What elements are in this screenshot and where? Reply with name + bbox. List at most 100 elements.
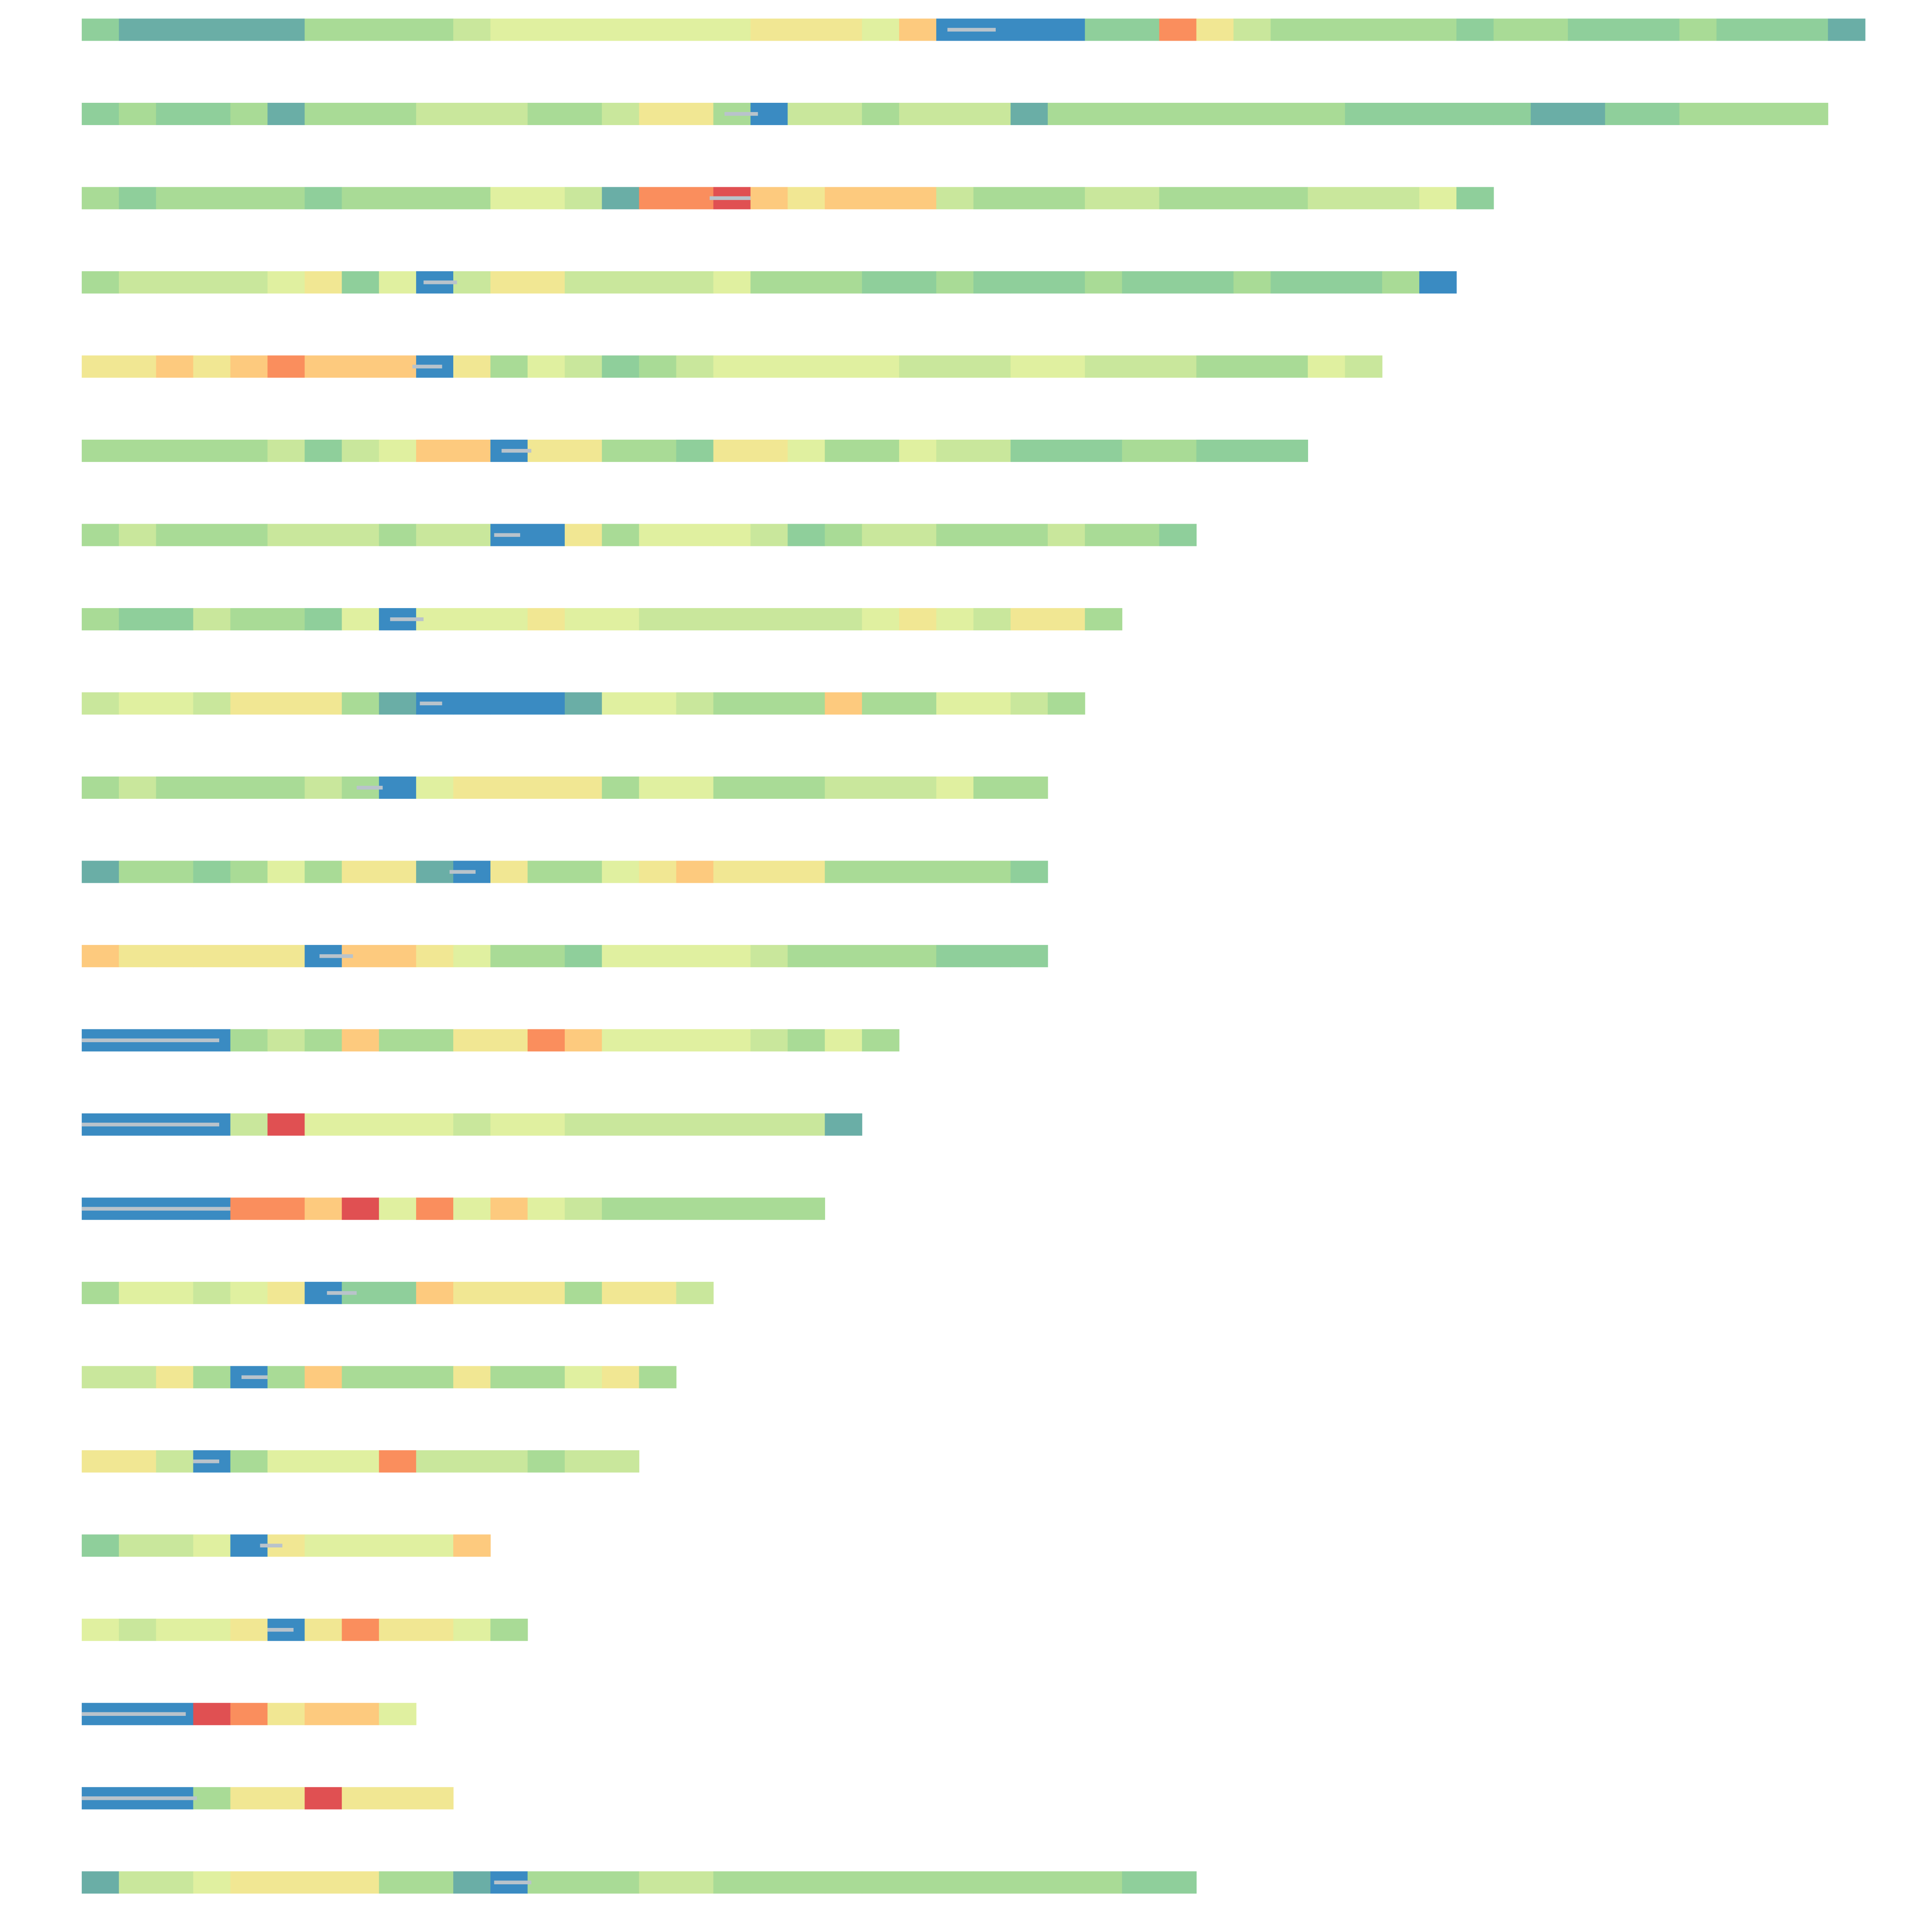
- bin: [1047, 271, 1085, 294]
- bin: [267, 1871, 305, 1894]
- bin: [936, 776, 974, 799]
- bin: [453, 439, 491, 462]
- bin: [342, 1113, 379, 1136]
- bin: [1270, 355, 1308, 378]
- bin: [1345, 102, 1382, 125]
- bin: [564, 608, 602, 630]
- bin: [490, 776, 528, 799]
- bin: [379, 1366, 416, 1389]
- bin: [453, 1029, 491, 1052]
- bin: [193, 271, 231, 294]
- bin: [1122, 439, 1160, 462]
- bin: [416, 1281, 454, 1304]
- bin: [230, 1871, 268, 1894]
- bin: [825, 1029, 862, 1052]
- bin: [490, 1618, 528, 1641]
- bin: [267, 1450, 305, 1473]
- bin: [750, 608, 788, 630]
- bin: [304, 1113, 342, 1136]
- bin: [899, 945, 937, 967]
- bin: [750, 861, 788, 883]
- bin: [453, 945, 491, 967]
- bin: [416, 1197, 454, 1220]
- bin: [230, 439, 268, 462]
- bin: [379, 1113, 416, 1136]
- bin: [119, 439, 157, 462]
- bin: [825, 692, 862, 715]
- bin: [1196, 271, 1234, 294]
- bin: [527, 861, 565, 883]
- bin: [119, 1534, 157, 1557]
- bin: [1010, 776, 1048, 799]
- bin: [490, 692, 528, 715]
- bin: [193, 439, 231, 462]
- bin: [602, 1871, 640, 1894]
- bin: [1047, 1871, 1085, 1894]
- bin: [1122, 18, 1160, 41]
- bin: [267, 1113, 305, 1136]
- bin: [788, 1113, 825, 1136]
- bin: [416, 524, 454, 546]
- bin: [379, 776, 416, 799]
- bin: [973, 608, 1011, 630]
- bin: [564, 1281, 602, 1304]
- bin: [379, 1029, 416, 1052]
- bin: [862, 861, 900, 883]
- bin: [156, 692, 194, 715]
- bin: [825, 608, 862, 630]
- bin: [639, 187, 677, 210]
- bin: [788, 692, 825, 715]
- bin: [267, 608, 305, 630]
- bin: [342, 187, 379, 210]
- bin: [379, 102, 416, 125]
- bin: [788, 271, 825, 294]
- bin: [1530, 102, 1568, 125]
- bin: [788, 524, 825, 546]
- bin: [156, 776, 194, 799]
- bin: [602, 187, 640, 210]
- bin: [342, 1029, 379, 1052]
- bin: [862, 355, 900, 378]
- bin: [639, 776, 677, 799]
- bin: [1010, 861, 1048, 883]
- bin: [713, 1113, 751, 1136]
- bin: [1308, 18, 1345, 41]
- bin: [676, 776, 714, 799]
- bin: [750, 1871, 788, 1894]
- bin: [416, 1113, 454, 1136]
- bin: [304, 524, 342, 546]
- bin: [379, 439, 416, 462]
- bin: [936, 945, 974, 967]
- bin: [862, 608, 900, 630]
- bin: [527, 692, 565, 715]
- bin: [527, 1281, 565, 1304]
- bin: [527, 1871, 565, 1894]
- bin: [750, 945, 788, 967]
- bin: [1010, 187, 1048, 210]
- bin: [267, 776, 305, 799]
- bin: [342, 524, 379, 546]
- bin: [1791, 18, 1828, 41]
- bin: [490, 945, 528, 967]
- bin: [490, 355, 528, 378]
- bin: [713, 1197, 751, 1220]
- bin: [1085, 187, 1123, 210]
- bin: [1122, 187, 1160, 210]
- bin: [267, 1281, 305, 1304]
- bin: [750, 524, 788, 546]
- bin: [453, 1113, 491, 1136]
- bin: [342, 861, 379, 883]
- bin: [453, 608, 491, 630]
- bin: [825, 1113, 862, 1136]
- bin: [193, 776, 231, 799]
- bin: [379, 1871, 416, 1894]
- bin: [342, 1366, 379, 1389]
- bin: [1493, 102, 1531, 125]
- bin: [230, 1281, 268, 1304]
- bin: [416, 102, 454, 125]
- bin: [416, 439, 454, 462]
- bin: [899, 271, 937, 294]
- bin: [750, 355, 788, 378]
- bin: [416, 18, 454, 41]
- bin: [81, 945, 119, 967]
